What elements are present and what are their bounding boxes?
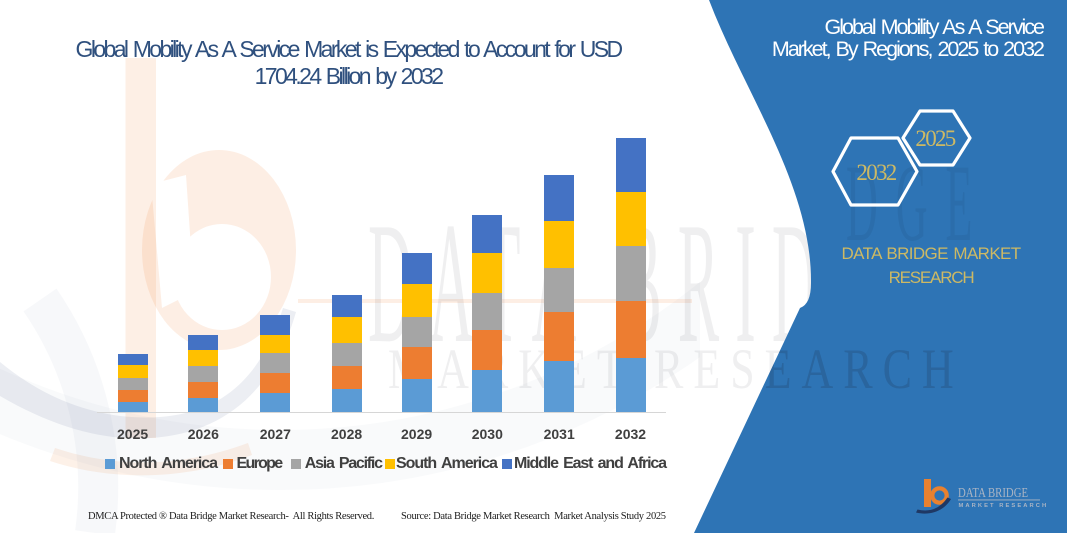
svg-text:2025: 2025 xyxy=(915,126,955,151)
svg-text:MARKET RESEARCH: MARKET RESEARCH xyxy=(959,503,1049,509)
svg-text:DATA BRIDGE: DATA BRIDGE xyxy=(958,485,1028,501)
svg-text:2032: 2032 xyxy=(856,160,896,185)
